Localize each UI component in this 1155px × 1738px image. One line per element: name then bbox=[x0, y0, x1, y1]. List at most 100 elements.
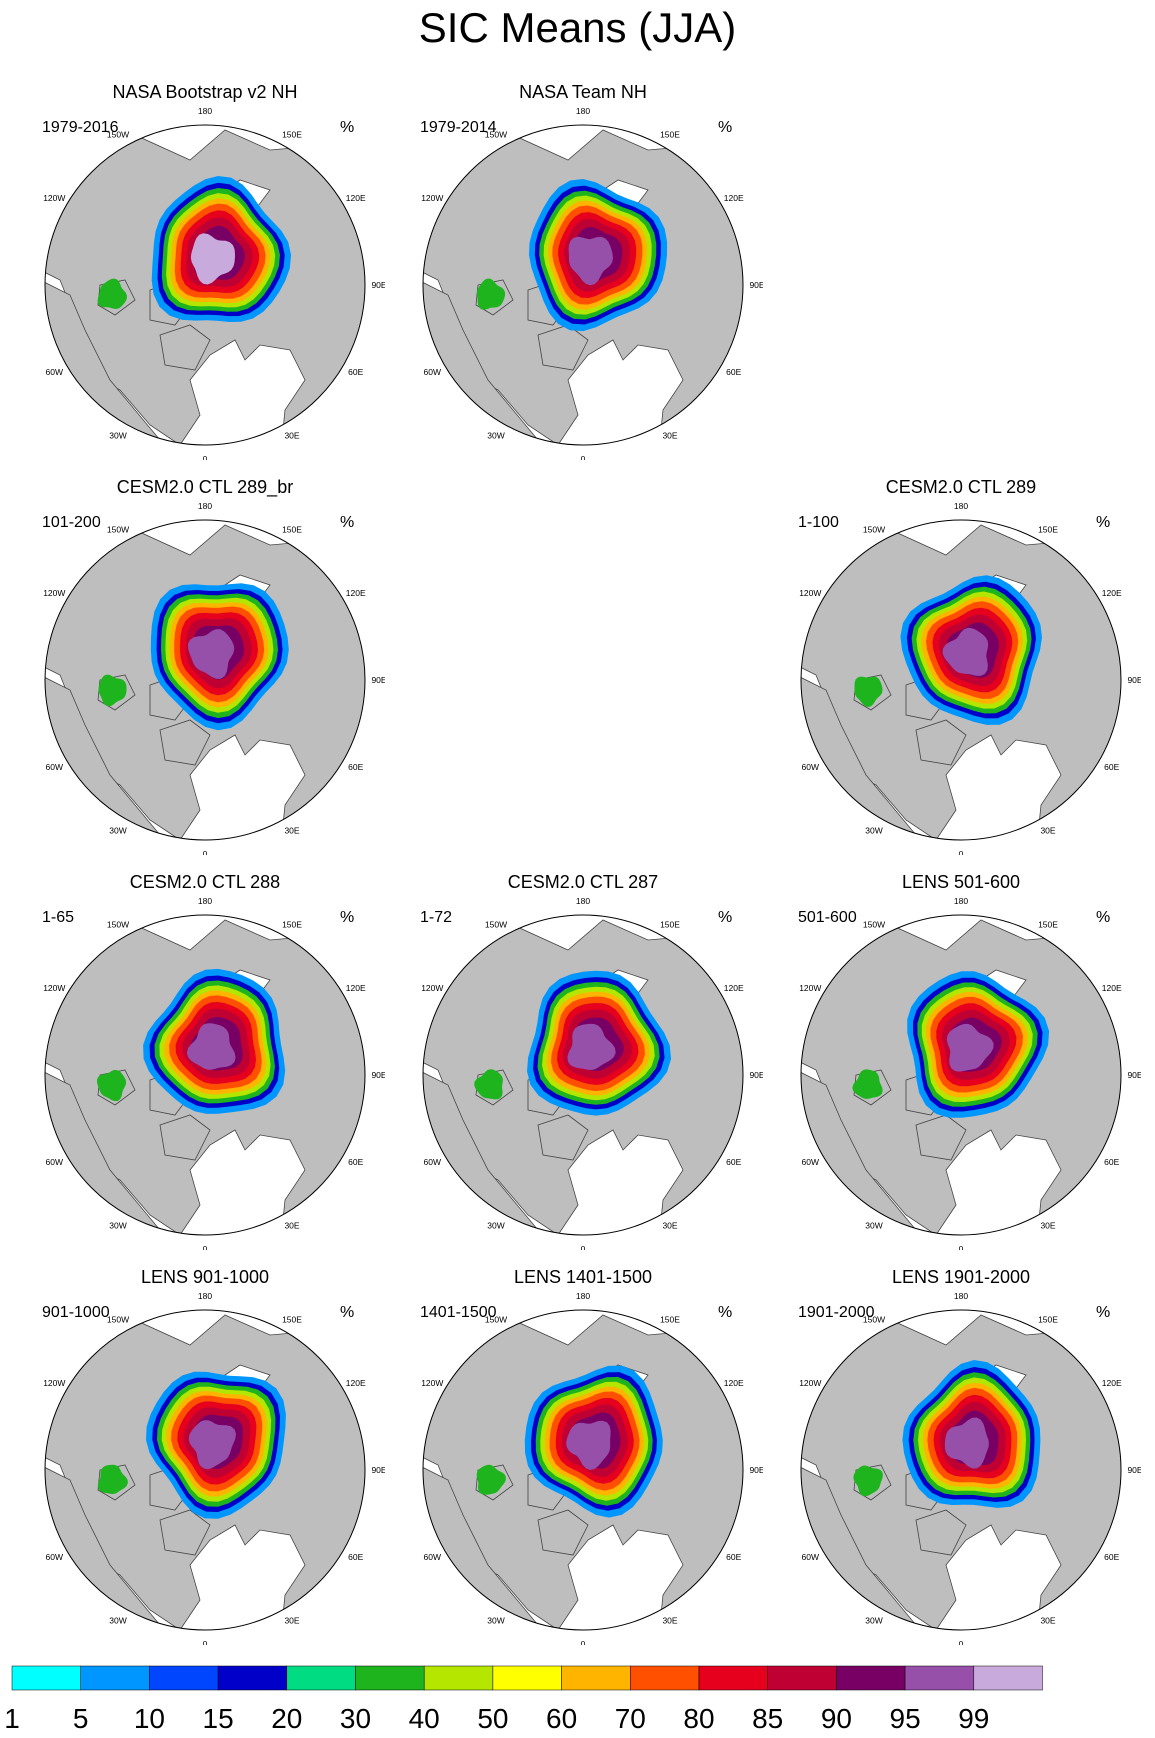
map-panel: NASA Team NH 1979-2014% 180 150E 120E 90E 60E 3… bbox=[418, 80, 763, 460]
sea-ice-contours bbox=[97, 968, 286, 1114]
lon-label: 0 bbox=[959, 849, 964, 855]
polar-map bbox=[45, 125, 365, 445]
colorbar-swatch bbox=[767, 1665, 837, 1691]
lon-label: 30E bbox=[1040, 1221, 1055, 1231]
lon-label: 150E bbox=[282, 524, 302, 534]
map-panel: LENS 901-1000 901-1000% 180 150E 120E 90E 60E 3… bbox=[40, 1265, 385, 1645]
panel-title: CESM2.0 CTL 288 bbox=[130, 872, 280, 892]
lon-label: 150E bbox=[1038, 1314, 1058, 1324]
lon-label: 180 bbox=[954, 501, 968, 511]
colorbar-label: 70 bbox=[615, 1703, 646, 1734]
polar-map bbox=[423, 915, 743, 1235]
colorbar-swatch bbox=[11, 1665, 81, 1691]
lon-label: 90E bbox=[1127, 675, 1141, 685]
panel-title: NASA Team NH bbox=[519, 82, 647, 102]
lon-label: 90E bbox=[749, 280, 763, 290]
sea-ice-contours bbox=[97, 1371, 286, 1519]
land-mass bbox=[537, 1509, 589, 1556]
polar-map bbox=[45, 1310, 365, 1630]
lon-label: 150E bbox=[660, 129, 680, 139]
lon-label: 0 bbox=[581, 454, 586, 460]
ice-contour-hudson bbox=[476, 278, 506, 310]
lon-label: 60W bbox=[424, 1552, 441, 1562]
units-label: % bbox=[1096, 1304, 1110, 1321]
colorbar-label: 1 bbox=[4, 1703, 20, 1734]
map-panel: CESM2.0 CTL 289_br 101-200% 180 150E 120E 90E… bbox=[40, 475, 385, 855]
sea-ice-contours bbox=[476, 1365, 663, 1518]
lon-label: 120E bbox=[1102, 983, 1122, 993]
lon-label: 150E bbox=[282, 129, 302, 139]
ice-contour-hudson bbox=[853, 1465, 883, 1497]
ice-contour-hudson bbox=[97, 1464, 128, 1495]
lon-label: 180 bbox=[576, 896, 590, 906]
lon-label: 90E bbox=[371, 675, 385, 685]
map-panel: CESM2.0 CTL 287 1-72% 180 150E 120E 90E 60E 30E… bbox=[418, 870, 763, 1250]
lon-label: 30E bbox=[662, 1616, 677, 1626]
panel-title: LENS 501-600 bbox=[902, 872, 1020, 892]
units-label: % bbox=[340, 514, 354, 531]
ice-contour-pole bbox=[566, 1420, 611, 1470]
colorbar-swatch bbox=[630, 1665, 700, 1691]
panel-title: CESM2.0 CTL 287 bbox=[508, 872, 658, 892]
lon-label: 150E bbox=[1038, 919, 1058, 929]
lon-label: 90E bbox=[749, 1465, 763, 1475]
lon-label: 30W bbox=[487, 431, 504, 441]
lon-label: 60W bbox=[46, 1157, 63, 1167]
lon-label: 120W bbox=[421, 1378, 443, 1388]
ice-contour-hudson bbox=[474, 1069, 503, 1100]
lon-label: 60E bbox=[1104, 1552, 1119, 1562]
lon-label: 0 bbox=[203, 454, 208, 460]
lon-label: 180 bbox=[576, 106, 590, 116]
panel-title: LENS 1401-1500 bbox=[514, 1267, 652, 1287]
ice-contour-hudson bbox=[98, 674, 127, 707]
colorbar-label: 95 bbox=[890, 1703, 921, 1734]
map-boundary bbox=[422, 124, 744, 446]
panel-title: CESM2.0 CTL 289_br bbox=[117, 477, 293, 498]
lon-label: 150E bbox=[282, 1314, 302, 1324]
period-label: 901-1000 bbox=[42, 1304, 110, 1321]
colorbar-swatch bbox=[904, 1665, 975, 1691]
lon-label: 30W bbox=[865, 826, 882, 836]
ice-contour-hudson bbox=[854, 676, 883, 707]
map-boundary bbox=[422, 1309, 744, 1631]
colorbar-swatch bbox=[80, 1665, 150, 1691]
polar-map bbox=[801, 915, 1121, 1235]
lon-label: 180 bbox=[576, 1291, 590, 1301]
colorbar-swatch bbox=[698, 1665, 768, 1691]
land-mass bbox=[159, 1509, 211, 1556]
lon-label: 150E bbox=[282, 919, 302, 929]
map-panel: CESM2.0 CTL 289 1-100% 180 150E 120E 90E 60E 30… bbox=[796, 475, 1141, 855]
lon-label: 30E bbox=[662, 1221, 677, 1231]
land-mass bbox=[159, 324, 211, 371]
colorbar-label: 5 bbox=[73, 1703, 89, 1734]
ice-contour-hudson bbox=[97, 1069, 127, 1102]
lon-label: 60W bbox=[46, 762, 63, 772]
lon-label: 120W bbox=[43, 983, 65, 993]
lon-label: 120E bbox=[1102, 588, 1122, 598]
panel-title: LENS 1901-2000 bbox=[892, 1267, 1030, 1287]
lon-label: 120E bbox=[724, 193, 744, 203]
map-panel: LENS 1401-1500 1401-1500% 180 150E 120E 90E 60… bbox=[418, 1265, 763, 1645]
land-mass bbox=[915, 1509, 967, 1556]
lon-label: 30E bbox=[1040, 1616, 1055, 1626]
period-label: 1979-2016 bbox=[42, 119, 119, 136]
map-boundary bbox=[44, 1309, 366, 1631]
ice-contour-hudson bbox=[852, 1069, 883, 1099]
lon-label: 150W bbox=[863, 1314, 885, 1324]
period-label: 501-600 bbox=[798, 909, 857, 926]
colorbar-swatch bbox=[423, 1665, 494, 1691]
sea-ice-contours bbox=[854, 575, 1042, 725]
map-panel: CESM2.0 CTL 288 1-65% 180 150E 120E 90E 60E 30E… bbox=[40, 870, 385, 1250]
lon-label: 120E bbox=[346, 588, 366, 598]
lon-label: 120E bbox=[1102, 1378, 1122, 1388]
sea-ice-contours bbox=[474, 970, 672, 1116]
lon-label: 0 bbox=[203, 849, 208, 855]
lon-label: 30W bbox=[487, 1616, 504, 1626]
lon-label: 120W bbox=[799, 588, 821, 598]
lon-label: 60E bbox=[1104, 1157, 1119, 1167]
colorbar-label: 40 bbox=[409, 1703, 440, 1734]
map-boundary bbox=[422, 914, 744, 1236]
lon-label: 120W bbox=[799, 983, 821, 993]
lon-label: 0 bbox=[581, 1244, 586, 1250]
sea-ice-contours bbox=[852, 971, 1050, 1118]
